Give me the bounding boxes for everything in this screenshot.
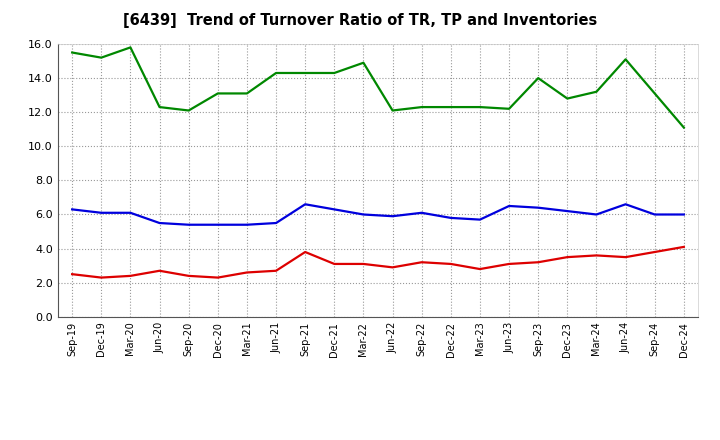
Trade Receivables — [563, 254, 572, 260]
Inventories — [68, 50, 76, 55]
Trade Payables — [592, 212, 600, 217]
Inventories — [534, 76, 543, 81]
Trade Receivables — [213, 275, 222, 280]
Inventories — [330, 70, 338, 76]
Trade Receivables — [592, 253, 600, 258]
Inventories — [126, 45, 135, 50]
Trade Payables — [243, 222, 251, 227]
Inventories — [680, 125, 688, 130]
Trade Payables — [301, 202, 310, 207]
Trade Payables — [650, 212, 659, 217]
Trade Payables — [388, 213, 397, 219]
Line: Trade Receivables: Trade Receivables — [72, 247, 684, 278]
Inventories — [476, 104, 485, 110]
Inventories — [388, 108, 397, 113]
Trade Payables — [534, 205, 543, 210]
Inventories — [505, 106, 513, 111]
Inventories — [418, 104, 426, 110]
Inventories — [359, 60, 368, 66]
Inventories — [243, 91, 251, 96]
Trade Receivables — [184, 273, 193, 279]
Trade Payables — [680, 212, 688, 217]
Inventories — [446, 104, 455, 110]
Trade Receivables — [476, 266, 485, 271]
Text: [6439]  Trend of Turnover Ratio of TR, TP and Inventories: [6439] Trend of Turnover Ratio of TR, TP… — [123, 13, 597, 28]
Trade Payables — [476, 217, 485, 222]
Trade Receivables — [271, 268, 280, 273]
Trade Payables — [446, 215, 455, 220]
Trade Payables — [97, 210, 106, 216]
Trade Payables — [330, 207, 338, 212]
Inventories — [301, 70, 310, 76]
Trade Receivables — [446, 261, 455, 267]
Trade Payables — [156, 220, 164, 226]
Trade Receivables — [534, 260, 543, 265]
Trade Receivables — [330, 261, 338, 267]
Trade Payables — [505, 203, 513, 209]
Trade Receivables — [359, 261, 368, 267]
Trade Receivables — [418, 260, 426, 265]
Trade Payables — [68, 207, 76, 212]
Trade Receivables — [156, 268, 164, 273]
Inventories — [271, 70, 280, 76]
Inventories — [592, 89, 600, 94]
Inventories — [97, 55, 106, 60]
Trade Receivables — [97, 275, 106, 280]
Trade Receivables — [68, 271, 76, 277]
Trade Receivables — [301, 249, 310, 255]
Inventories — [156, 104, 164, 110]
Inventories — [213, 91, 222, 96]
Trade Payables — [359, 212, 368, 217]
Trade Payables — [126, 210, 135, 216]
Inventories — [563, 96, 572, 101]
Inventories — [184, 108, 193, 113]
Trade Payables — [563, 209, 572, 214]
Inventories — [621, 57, 630, 62]
Trade Receivables — [505, 261, 513, 267]
Trade Receivables — [243, 270, 251, 275]
Trade Receivables — [650, 249, 659, 255]
Trade Payables — [621, 202, 630, 207]
Trade Receivables — [680, 244, 688, 249]
Line: Trade Payables: Trade Payables — [72, 204, 684, 225]
Trade Payables — [418, 210, 426, 216]
Inventories — [650, 91, 659, 96]
Legend: Trade Receivables, Trade Payables, Inventories: Trade Receivables, Trade Payables, Inven… — [150, 438, 606, 440]
Trade Payables — [213, 222, 222, 227]
Trade Receivables — [388, 265, 397, 270]
Line: Inventories: Inventories — [72, 48, 684, 128]
Trade Payables — [271, 220, 280, 226]
Trade Receivables — [126, 273, 135, 279]
Trade Payables — [184, 222, 193, 227]
Trade Receivables — [621, 254, 630, 260]
